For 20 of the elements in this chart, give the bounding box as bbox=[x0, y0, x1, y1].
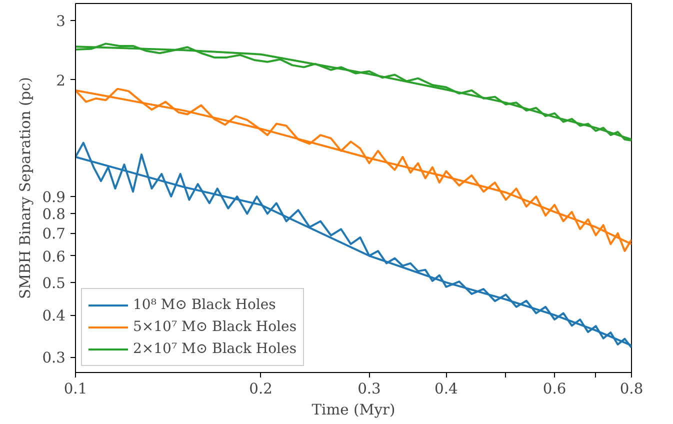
y-tick-label: 0.3 bbox=[42, 350, 66, 367]
legend-label: 5×10⁷ M⊙ Black Holes bbox=[133, 319, 297, 335]
x-tick-label: 0.1 bbox=[64, 380, 88, 398]
y-axis-title: SMBH Binary Separation (pc) bbox=[17, 77, 34, 299]
x-tick-label: 0.8 bbox=[620, 380, 644, 398]
y-tick-label: 0.7 bbox=[42, 226, 66, 243]
legend-label: 10⁸ M⊙ Black Holes bbox=[133, 297, 276, 313]
y-tick-label: 2 bbox=[56, 72, 66, 90]
y-tick-label: 0.4 bbox=[42, 308, 66, 325]
y-tick-label: 0.5 bbox=[42, 274, 66, 292]
y-tick-label: 0.6 bbox=[42, 248, 66, 266]
legend-label: 2×10⁷ M⊙ Black Holes bbox=[133, 341, 297, 357]
x-tick-label: 0.4 bbox=[434, 380, 458, 398]
y-tick-label: 0.9 bbox=[42, 189, 66, 206]
x-tick-label: 0.3 bbox=[358, 380, 381, 398]
y-tick-label: 0.8 bbox=[42, 206, 66, 224]
y-tick-label: 3 bbox=[56, 13, 66, 30]
x-tick-label: 0.6 bbox=[542, 380, 566, 398]
x-axis-title: Time (Myr) bbox=[312, 402, 396, 418]
x-tick-label: 0.2 bbox=[249, 380, 272, 398]
